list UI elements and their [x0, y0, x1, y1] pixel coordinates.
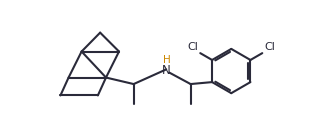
Text: Cl: Cl	[188, 42, 199, 52]
Text: H: H	[163, 55, 170, 65]
Text: N: N	[162, 64, 171, 77]
Text: Cl: Cl	[264, 42, 275, 52]
